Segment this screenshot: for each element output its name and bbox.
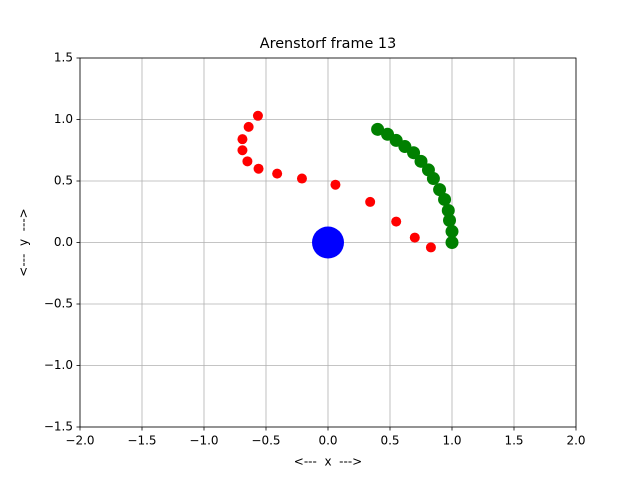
point [371,122,385,136]
y-tick-label: −0.5 [44,297,73,311]
x-tick-label: 1.0 [442,434,461,448]
x-tick-label: 2.0 [566,434,585,448]
x-tick-label: −1.5 [127,434,156,448]
point [312,226,344,259]
x-tick-label: 1.5 [504,434,523,448]
point [296,173,307,184]
point [253,163,264,174]
point [425,242,436,253]
y-axis-label: <--- y ---> [17,208,31,276]
point [330,179,341,190]
y-tick-label: −1.0 [44,358,73,372]
x-axis-label: <--- x ---> [294,455,362,469]
x-tick-label: 0.0 [318,434,337,448]
point [252,110,263,121]
point [243,121,254,132]
x-tick-label: −1.0 [189,434,218,448]
point [414,154,428,168]
point [391,216,402,227]
y-tick-label: 0.5 [54,174,73,188]
point [237,145,248,156]
y-tick-label: 1.5 [54,51,73,65]
x-tick-label: −2.0 [65,434,94,448]
point [445,224,459,238]
point [438,192,452,206]
point [445,236,459,249]
point [365,196,376,207]
point [409,232,420,243]
plot-frame [79,57,577,428]
point [443,213,457,227]
x-tick-label: 0.5 [380,434,399,448]
y-tick-label: 1.0 [54,112,73,126]
point [242,156,253,167]
y-tick-label: −1.5 [44,420,73,434]
point [407,146,421,160]
x-tick-label: −0.5 [251,434,280,448]
chart-title: Arenstorf frame 13 [260,36,396,52]
point [272,168,283,179]
y-tick-label: 0.0 [54,235,73,249]
point [237,134,248,145]
point [441,204,455,218]
point [426,172,440,186]
point [433,183,447,197]
